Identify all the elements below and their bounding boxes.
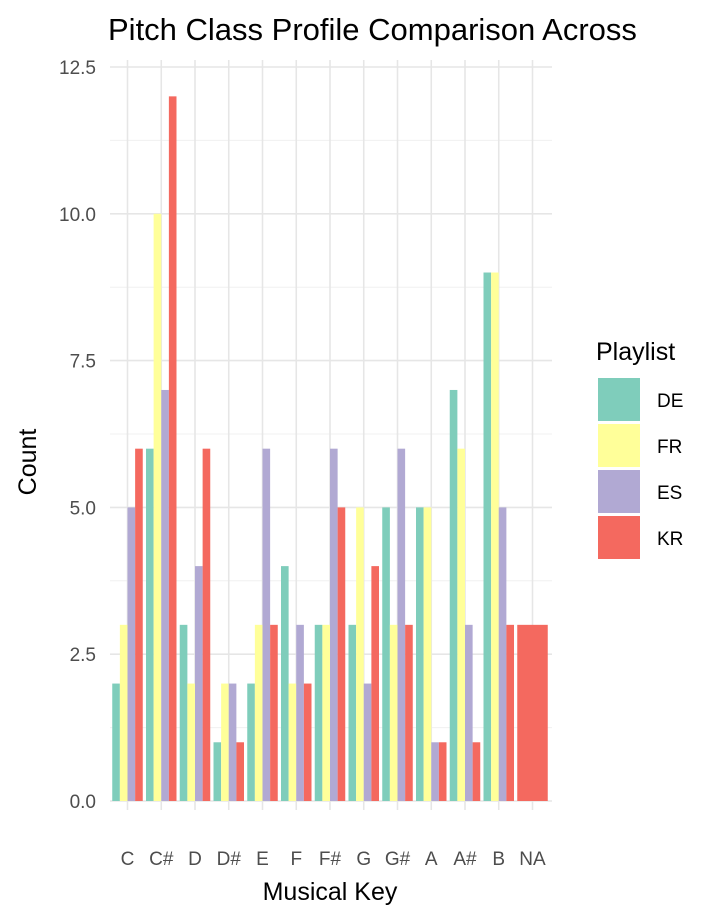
- bar-es-dsharp: [228, 683, 237, 801]
- bar-kr-c: [135, 448, 143, 801]
- x-tick-label: D: [188, 849, 202, 870]
- bar-kr-gsharp: [405, 624, 413, 801]
- x-tick-label: B: [492, 849, 505, 870]
- bar-fr-c: [119, 624, 128, 801]
- bar-fr-e: [254, 624, 263, 801]
- x-tick-label: C: [121, 849, 135, 870]
- legend-label-kr: KR: [657, 529, 683, 550]
- bar-de-asharp: [449, 389, 458, 801]
- bar-kr-asharp: [472, 742, 481, 801]
- x-axis-title: Musical Key: [263, 878, 398, 906]
- bar-kr-na: [517, 624, 548, 801]
- bar-de-b: [483, 272, 492, 801]
- legend-key-de: [598, 378, 640, 421]
- bar-de-d: [179, 624, 188, 801]
- bar-fr-csharp: [153, 213, 162, 802]
- x-tick-label: E: [256, 849, 269, 870]
- bar-de-a: [416, 507, 424, 801]
- bar-fr-asharp: [457, 448, 465, 801]
- x-tick-label: A#: [453, 849, 477, 870]
- bar-es-b: [498, 507, 507, 801]
- legend-label-de: DE: [657, 391, 683, 412]
- bar-es-e: [262, 448, 271, 801]
- bar-de-g: [348, 624, 357, 801]
- bar-fr-d: [187, 683, 195, 801]
- bar-fr-dsharp: [221, 683, 229, 801]
- bar-es-gsharp: [397, 448, 406, 801]
- y-tick-label: 7.5: [70, 352, 96, 373]
- bar-de-e: [247, 683, 255, 801]
- bar-de-csharp: [146, 448, 154, 801]
- bar-de-f: [281, 566, 289, 801]
- y-axis-ticks: 0.0 2.5 5.0 7.5 10.0 12.5: [59, 58, 96, 813]
- bar-kr-dsharp: [236, 742, 244, 801]
- bar-es-c: [127, 507, 136, 801]
- bar-kr-g: [371, 566, 379, 801]
- legend: Playlist DE FR ES KR: [596, 338, 683, 559]
- legend-key-fr: [598, 424, 640, 467]
- bar-fr-b: [491, 272, 499, 801]
- bar-fr-f: [288, 683, 297, 801]
- bar-de-gsharp: [382, 507, 390, 801]
- bar-fr-g: [356, 507, 364, 801]
- bar-es-d: [195, 566, 203, 801]
- bar-fr-gsharp: [389, 624, 398, 801]
- bar-kr-d: [202, 448, 211, 801]
- x-axis-ticks: C C# D D# E F F# G G# A A# B NA: [121, 849, 546, 870]
- y-tick-label: 0.0: [70, 792, 96, 813]
- legend-title: Playlist: [596, 338, 675, 366]
- legend-key-kr: [598, 516, 640, 559]
- bar-kr-f: [303, 683, 312, 801]
- bar-fr-a: [423, 507, 432, 801]
- bars: [112, 96, 548, 802]
- bar-de-c: [112, 683, 120, 801]
- bar-kr-a: [438, 742, 447, 801]
- bar-es-csharp: [161, 389, 169, 801]
- y-tick-label: 12.5: [59, 58, 96, 79]
- x-tick-label: D#: [217, 849, 242, 870]
- legend-key-es: [598, 470, 640, 513]
- y-tick-label: 2.5: [70, 645, 96, 666]
- bar-kr-fsharp: [337, 507, 346, 801]
- bar-de-dsharp: [213, 742, 222, 801]
- chart-title: Pitch Class Profile Comparison Across: [108, 12, 637, 47]
- bar-es-g: [363, 683, 372, 801]
- x-tick-label: NA: [519, 849, 546, 870]
- x-tick-label: F: [290, 849, 302, 870]
- y-tick-label: 10.0: [59, 205, 96, 226]
- y-tick-label: 5.0: [70, 498, 96, 519]
- bar-kr-e: [270, 624, 278, 801]
- legend-label-fr: FR: [657, 437, 682, 458]
- x-tick-label: F#: [319, 849, 342, 870]
- x-tick-label: G#: [385, 849, 411, 870]
- x-tick-label: A: [425, 849, 438, 870]
- bar-de-fsharp: [314, 624, 323, 801]
- y-axis-title: Count: [14, 429, 42, 496]
- x-tick-label: G: [356, 849, 371, 870]
- bar-kr-b: [506, 624, 514, 801]
- x-tick-label: C#: [149, 849, 174, 870]
- legend-label-es: ES: [657, 483, 682, 504]
- bar-es-asharp: [465, 624, 473, 801]
- bar-kr-csharp: [168, 96, 177, 802]
- bar-fr-fsharp: [322, 624, 330, 801]
- bar-es-a: [431, 742, 439, 801]
- bar-es-f: [296, 624, 304, 801]
- bar-es-fsharp: [330, 448, 338, 801]
